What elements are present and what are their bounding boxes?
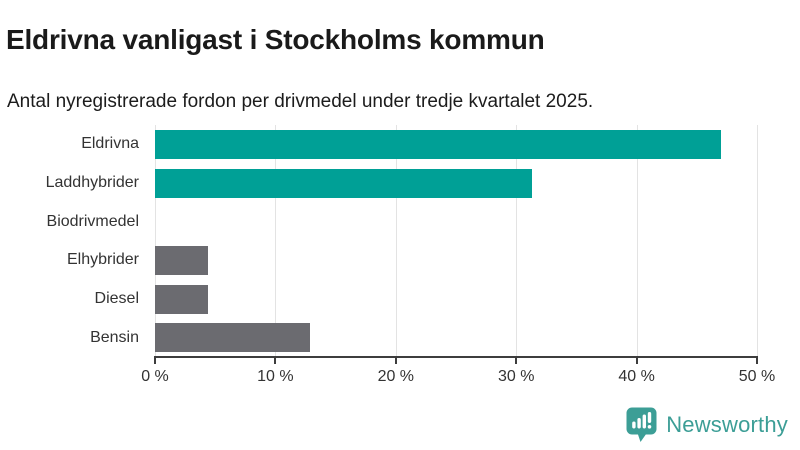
x-tick-label: 40 %: [618, 368, 655, 385]
plot-area: [155, 125, 758, 357]
grid-line: [395, 125, 397, 357]
x-tick-mark: [394, 358, 397, 364]
bar-eldrivna: [155, 129, 721, 159]
category-label-eldrivna: Eldrivna: [81, 135, 139, 153]
bar-laddhybrider: [155, 168, 532, 198]
x-tick-mark: [635, 358, 638, 364]
x-tick-mark: [274, 358, 277, 364]
x-tick-mark: [154, 358, 156, 364]
x-tick-mark: [515, 358, 518, 364]
grid-line: [757, 125, 758, 357]
bar-elhybrider: [155, 245, 208, 275]
grid-line: [636, 125, 638, 357]
brand-name: Newsworthy: [666, 412, 788, 437]
category-label-diesel: Diesel: [94, 290, 139, 307]
x-tick-label: 30 %: [497, 368, 535, 385]
chart-title: Eldrivna vanligast i Stockholms kommun: [6, 23, 545, 55]
x-axis-ticks: 0 % 10 % 20 % 30 % 40 % 50 %: [141, 358, 775, 392]
category-label-laddhybrider: Laddhybrider: [45, 174, 139, 191]
x-tick-label: 0 %: [141, 368, 169, 385]
category-label-bensin: Bensin: [90, 328, 139, 346]
x-tick-mark: [756, 358, 758, 364]
x-axis-line: [154, 356, 758, 358]
category-labels: Eldrivna Laddhybrider Biodrivmedel Elhybrid…: [0, 125, 147, 357]
x-tick-label: 50 %: [738, 368, 776, 385]
category-label-elhybrider: Elhybrider: [66, 251, 139, 269]
newsworthy-logo-icon: [626, 407, 657, 442]
bar-bensin: [155, 323, 311, 353]
chart-subtitle: Antal nyregistrerade fordon per drivmede…: [7, 91, 594, 112]
x-tick-label: 10 %: [257, 368, 294, 385]
bar-diesel: [155, 284, 208, 314]
category-label-biodrivmedel: Biodrivmedel: [46, 212, 139, 230]
x-tick-label: 20 %: [377, 368, 415, 385]
brand-footer: Newsworthy: [626, 406, 788, 444]
grid-line: [516, 125, 518, 357]
grid-line: [155, 125, 156, 357]
grid-line: [275, 125, 277, 357]
